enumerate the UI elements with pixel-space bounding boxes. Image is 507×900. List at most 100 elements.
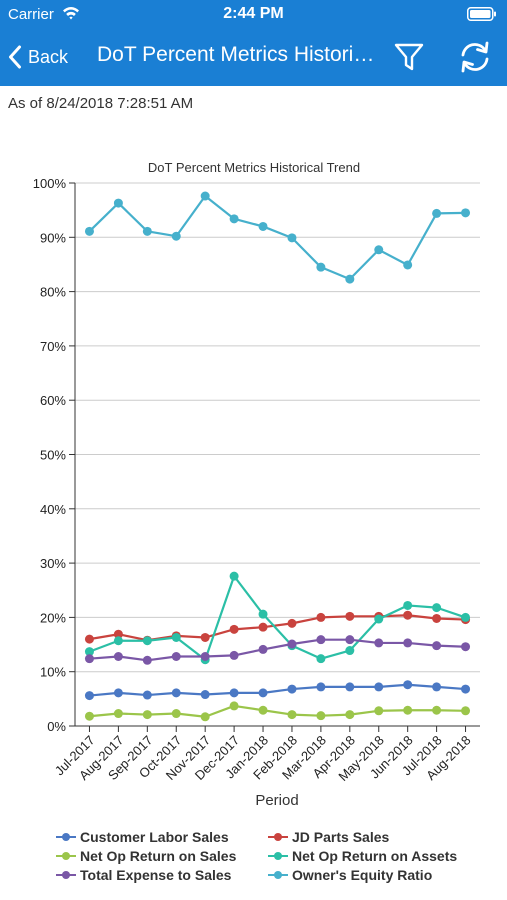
data-point[interactable] bbox=[432, 641, 442, 651]
data-point[interactable] bbox=[200, 690, 210, 700]
filter-icon[interactable] bbox=[393, 41, 425, 73]
data-point[interactable] bbox=[229, 688, 239, 698]
data-point[interactable] bbox=[287, 684, 297, 694]
data-point[interactable] bbox=[229, 214, 239, 224]
data-point[interactable] bbox=[258, 622, 268, 632]
data-point[interactable] bbox=[171, 651, 181, 661]
data-point[interactable] bbox=[258, 688, 268, 698]
legend-item[interactable]: Total Expense to Sales bbox=[55, 866, 267, 884]
data-point[interactable] bbox=[345, 611, 355, 621]
legend-item[interactable]: Net Op Return on Assets bbox=[267, 847, 487, 865]
legend-item[interactable]: Net Op Return on Sales bbox=[55, 847, 267, 865]
battery-icon bbox=[467, 7, 496, 21]
data-point[interactable] bbox=[345, 646, 355, 656]
data-point[interactable] bbox=[113, 709, 123, 719]
data-point[interactable] bbox=[461, 208, 471, 218]
data-point[interactable] bbox=[374, 614, 384, 624]
data-point[interactable] bbox=[113, 198, 123, 208]
data-point[interactable] bbox=[345, 635, 355, 645]
data-point[interactable] bbox=[461, 612, 471, 622]
data-point[interactable] bbox=[113, 688, 123, 698]
data-point[interactable] bbox=[316, 262, 326, 272]
data-point[interactable] bbox=[316, 612, 326, 622]
y-tick-label: 60% bbox=[40, 393, 66, 408]
data-point[interactable] bbox=[171, 688, 181, 698]
data-point[interactable] bbox=[84, 634, 94, 644]
data-point[interactable] bbox=[403, 610, 413, 620]
legend-item[interactable]: Customer Labor Sales bbox=[55, 828, 267, 846]
data-point[interactable] bbox=[461, 706, 471, 716]
data-point[interactable] bbox=[258, 221, 268, 231]
data-point[interactable] bbox=[316, 635, 326, 645]
data-point[interactable] bbox=[403, 638, 413, 648]
back-label: Back bbox=[28, 46, 69, 67]
data-point[interactable] bbox=[200, 191, 210, 201]
series-5 bbox=[84, 191, 471, 284]
y-tick-label: 40% bbox=[40, 502, 66, 517]
back-button[interactable]: Back bbox=[8, 38, 68, 76]
data-point[interactable] bbox=[374, 706, 384, 716]
data-point[interactable] bbox=[171, 632, 181, 642]
data-point[interactable] bbox=[432, 603, 442, 613]
legend-label: Net Op Return on Sales bbox=[80, 848, 237, 864]
data-point[interactable] bbox=[403, 260, 413, 270]
data-point[interactable] bbox=[229, 701, 239, 711]
data-point[interactable] bbox=[374, 638, 384, 648]
data-point[interactable] bbox=[432, 208, 442, 218]
data-point[interactable] bbox=[84, 691, 94, 701]
legend-swatch bbox=[268, 871, 288, 879]
data-point[interactable] bbox=[403, 680, 413, 690]
data-point[interactable] bbox=[403, 600, 413, 610]
data-point[interactable] bbox=[84, 647, 94, 657]
data-point[interactable] bbox=[113, 636, 123, 646]
legend-label: Total Expense to Sales bbox=[80, 867, 232, 883]
data-point[interactable] bbox=[142, 710, 152, 720]
data-point[interactable] bbox=[142, 655, 152, 665]
data-point[interactable] bbox=[345, 274, 355, 284]
data-point[interactable] bbox=[171, 231, 181, 241]
data-point[interactable] bbox=[287, 618, 297, 628]
data-point[interactable] bbox=[84, 226, 94, 236]
data-point[interactable] bbox=[461, 684, 471, 694]
data-point[interactable] bbox=[258, 644, 268, 654]
data-point[interactable] bbox=[113, 629, 123, 639]
data-point[interactable] bbox=[142, 226, 152, 236]
series-0 bbox=[84, 680, 471, 701]
data-point[interactable] bbox=[432, 705, 442, 715]
data-point[interactable] bbox=[142, 636, 152, 646]
data-point[interactable] bbox=[258, 705, 268, 715]
data-point[interactable] bbox=[316, 711, 326, 721]
data-point[interactable] bbox=[461, 642, 471, 652]
data-point[interactable] bbox=[229, 571, 239, 581]
legend-label: Customer Labor Sales bbox=[80, 829, 229, 845]
legend-item[interactable]: Owner's Equity Ratio bbox=[267, 866, 487, 884]
series-line bbox=[89, 638, 466, 662]
data-point[interactable] bbox=[374, 245, 384, 255]
data-point[interactable] bbox=[258, 609, 268, 619]
data-point[interactable] bbox=[113, 651, 123, 661]
data-point[interactable] bbox=[200, 632, 210, 642]
data-point[interactable] bbox=[374, 682, 384, 692]
data-point[interactable] bbox=[287, 710, 297, 720]
data-point[interactable] bbox=[229, 650, 239, 660]
data-point[interactable] bbox=[200, 712, 210, 722]
data-point[interactable] bbox=[345, 710, 355, 720]
data-point[interactable] bbox=[403, 705, 413, 715]
legend-item[interactable]: JD Parts Sales bbox=[267, 828, 487, 846]
data-point[interactable] bbox=[316, 654, 326, 664]
y-tick-label: 50% bbox=[40, 448, 66, 463]
refresh-icon[interactable] bbox=[458, 40, 492, 74]
data-point[interactable] bbox=[316, 682, 326, 692]
data-point[interactable] bbox=[142, 690, 152, 700]
data-point[interactable] bbox=[84, 654, 94, 664]
data-point[interactable] bbox=[432, 682, 442, 692]
legend-swatch bbox=[56, 833, 76, 841]
data-point[interactable] bbox=[229, 624, 239, 634]
data-point[interactable] bbox=[84, 711, 94, 721]
data-point[interactable] bbox=[171, 709, 181, 719]
data-point[interactable] bbox=[287, 639, 297, 649]
data-point[interactable] bbox=[200, 651, 210, 661]
data-point[interactable] bbox=[287, 233, 297, 243]
data-point[interactable] bbox=[432, 613, 442, 623]
data-point[interactable] bbox=[345, 682, 355, 692]
